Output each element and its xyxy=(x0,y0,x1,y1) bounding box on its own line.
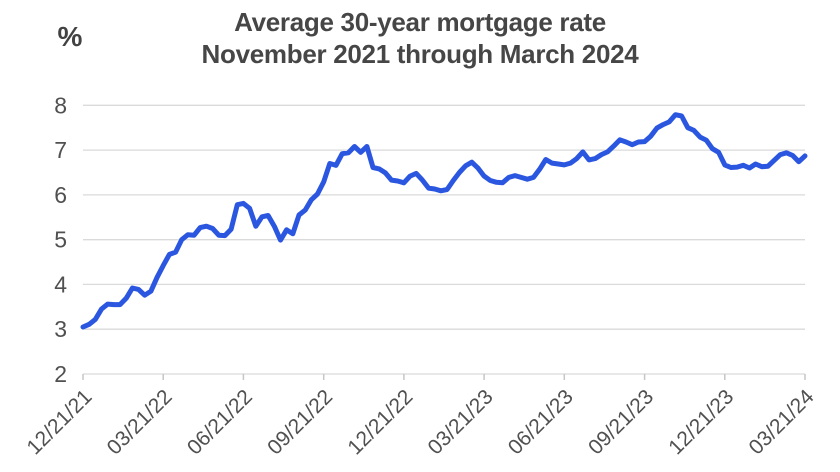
y-axis-unit-label: % xyxy=(57,21,83,52)
y-axis-label-3: 3 xyxy=(54,316,67,342)
y-axis-labels: 2 3 4 5 6 7 8 xyxy=(54,92,67,387)
gridlines xyxy=(83,104,805,375)
x-axis-ticks-and-labels: 12/21/21 03/21/22 06/21/22 09/21/22 12/21/22… xyxy=(22,374,819,459)
x-axis-label: 12/21/21 xyxy=(22,385,96,459)
rate-line-series xyxy=(80,112,808,330)
x-axis-label: 03/21/22 xyxy=(103,385,177,459)
y-axis-label-7: 7 xyxy=(54,137,67,163)
y-axis-label-6: 6 xyxy=(54,182,67,208)
x-axis-label: 12/21/23 xyxy=(664,385,738,459)
x-axis-label: 06/21/23 xyxy=(504,385,578,459)
rate-line xyxy=(80,112,808,330)
x-axis-label: 03/21/23 xyxy=(424,385,498,459)
x-axis-label: 06/21/22 xyxy=(183,385,257,459)
x-axis-label: 03/21/24 xyxy=(744,385,818,459)
x-axis-label: 09/21/22 xyxy=(263,385,337,459)
x-axis-label: 12/21/22 xyxy=(343,385,417,459)
chart-title-line1: Average 30-year mortgage rate xyxy=(234,7,606,37)
x-axis-label: 09/21/23 xyxy=(584,385,658,459)
y-axis-label-2: 2 xyxy=(54,361,67,387)
chart-title-line2: November 2021 through March 2024 xyxy=(201,39,639,69)
y-axis-label-8: 8 xyxy=(54,92,67,118)
y-axis-label-5: 5 xyxy=(54,227,67,253)
y-axis-label-4: 4 xyxy=(54,271,67,297)
chart-title: Average 30-year mortgage rate November 2… xyxy=(0,6,840,70)
